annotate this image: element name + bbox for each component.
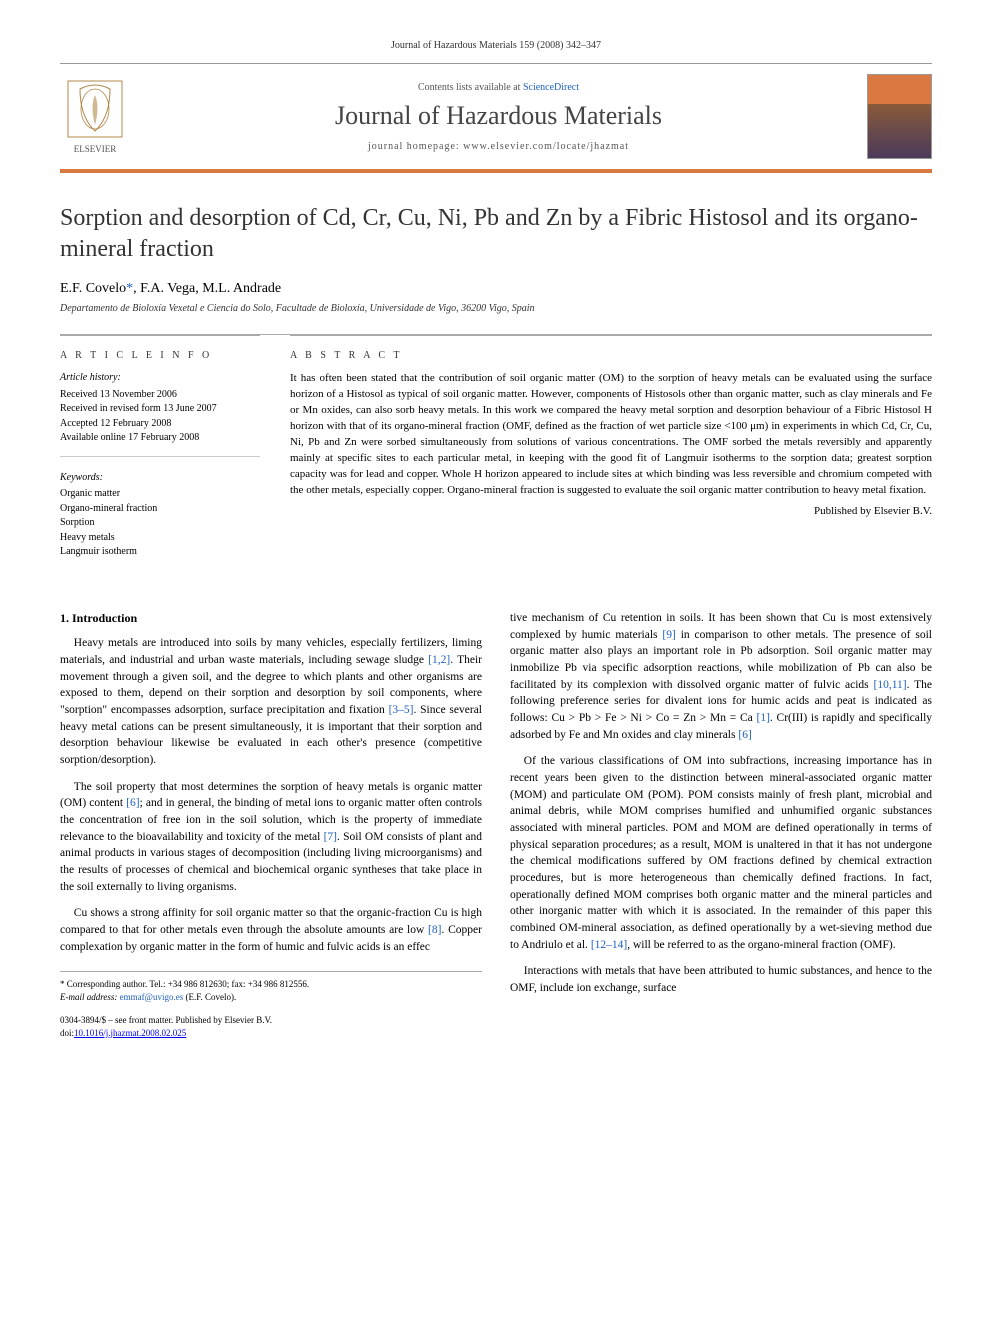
- journal-cover-thumbnail: [867, 74, 932, 159]
- doi-link[interactable]: 10.1016/j.jhazmat.2008.02.025: [74, 1028, 186, 1038]
- elsevier-text: ELSEVIER: [74, 144, 117, 154]
- keyword-5: Langmuir isotherm: [60, 545, 260, 560]
- publisher-line: Published by Elsevier B.V.: [290, 505, 932, 517]
- cite-9[interactable]: [9]: [662, 629, 675, 641]
- keyword-1: Organic matter: [60, 487, 260, 502]
- article-title: Sorption and desorption of Cd, Cr, Cu, N…: [60, 203, 932, 265]
- intro-para-5: Interactions with metals that have been …: [510, 963, 932, 996]
- cite-1-2[interactable]: [1,2]: [428, 654, 450, 666]
- history-online: Available online 17 February 2008: [60, 431, 260, 446]
- brand-center: Contents lists available at ScienceDirec…: [150, 82, 847, 152]
- running-head: Journal of Hazardous Materials 159 (2008…: [60, 40, 932, 51]
- keyword-2: Organo-mineral fraction: [60, 502, 260, 517]
- author-2: F.A. Vega: [140, 281, 195, 296]
- history-received: Received 13 November 2006: [60, 388, 260, 403]
- body-two-column: 1. Introduction Heavy metals are introdu…: [60, 610, 932, 1040]
- email-owner: (E.F. Covelo).: [183, 992, 236, 1002]
- intro-para-3b: tive mechanism of Cu retention in soils.…: [510, 610, 932, 743]
- abstract-column: A B S T R A C T It has often been stated…: [290, 335, 932, 584]
- email-line: E-mail address: emmaf@uvigo.es (E.F. Cov…: [60, 991, 482, 1004]
- affiliation: Departamento de Bioloxía Vexetal e Cienc…: [60, 303, 932, 314]
- keyword-4: Heavy metals: [60, 531, 260, 546]
- cite-3-5[interactable]: [3–5]: [389, 704, 414, 716]
- p4b: , will be referred to as the organo-mine…: [627, 939, 895, 951]
- doi-line: doi:10.1016/j.jhazmat.2008.02.025: [60, 1027, 482, 1040]
- article-info-column: A R T I C L E I N F O Article history: R…: [60, 335, 260, 584]
- keyword-3: Sorption: [60, 516, 260, 531]
- history-accepted: Accepted 12 February 2008: [60, 417, 260, 432]
- contents-available-line: Contents lists available at ScienceDirec…: [150, 82, 847, 93]
- abstract-label: A B S T R A C T: [290, 350, 932, 361]
- email-link[interactable]: emmaf@uvigo.es: [120, 992, 184, 1002]
- article-info-label: A R T I C L E I N F O: [60, 350, 260, 361]
- copyright-block: 0304-3894/$ – see front matter. Publishe…: [60, 1014, 482, 1040]
- journal-brand-bar: ELSEVIER Contents lists available at Sci…: [60, 63, 932, 173]
- doi-label: doi:: [60, 1028, 74, 1038]
- journal-name: Journal of Hazardous Materials: [150, 101, 847, 131]
- p3a: Cu shows a strong affinity for soil orga…: [60, 907, 482, 936]
- cite-6b[interactable]: [6]: [738, 729, 751, 741]
- email-label: E-mail address:: [60, 992, 120, 1002]
- cite-10-11[interactable]: [10,11]: [874, 679, 907, 691]
- cite-8[interactable]: [8]: [428, 924, 441, 936]
- author-list: E.F. Covelo*, F.A. Vega, M.L. Andrade: [60, 281, 932, 297]
- corr-author-line: * Corresponding author. Tel.: +34 986 81…: [60, 978, 482, 991]
- front-matter-line: 0304-3894/$ – see front matter. Publishe…: [60, 1014, 482, 1027]
- article-history-block: Article history: Received 13 November 20…: [60, 371, 260, 457]
- journal-homepage: journal homepage: www.elsevier.com/locat…: [150, 141, 847, 152]
- elsevier-logo: ELSEVIER: [60, 77, 130, 157]
- keywords-head: Keywords:: [60, 471, 260, 486]
- intro-para-2: The soil property that most determines t…: [60, 779, 482, 896]
- intro-para-3a: Cu shows a strong affinity for soil orga…: [60, 905, 482, 955]
- keywords-block: Keywords: Organic matter Organo-mineral …: [60, 471, 260, 570]
- sciencedirect-link[interactable]: ScienceDirect: [523, 82, 579, 93]
- author-3: M.L. Andrade: [202, 281, 281, 296]
- p4a: Of the various classifications of OM int…: [510, 755, 932, 950]
- history-revised: Received in revised form 13 June 2007: [60, 402, 260, 417]
- section-1-heading: 1. Introduction: [60, 610, 482, 627]
- p1a: Heavy metals are introduced into soils b…: [60, 637, 482, 666]
- intro-para-1: Heavy metals are introduced into soils b…: [60, 635, 482, 768]
- cite-6[interactable]: [6]: [126, 797, 139, 809]
- abstract-text: It has often been stated that the contri…: [290, 371, 932, 499]
- intro-para-4: Of the various classifications of OM int…: [510, 753, 932, 953]
- corresponding-mark: *: [126, 281, 133, 296]
- cite-7[interactable]: [7]: [324, 831, 337, 843]
- author-1: E.F. Covelo: [60, 281, 126, 296]
- article-history-head: Article history:: [60, 371, 260, 386]
- info-abstract-row: A R T I C L E I N F O Article history: R…: [60, 334, 932, 584]
- corresponding-footnote: * Corresponding author. Tel.: +34 986 81…: [60, 971, 482, 1003]
- cite-1[interactable]: [1]: [757, 712, 770, 724]
- contents-prefix: Contents lists available at: [418, 82, 523, 93]
- cite-12-14[interactable]: [12–14]: [591, 939, 627, 951]
